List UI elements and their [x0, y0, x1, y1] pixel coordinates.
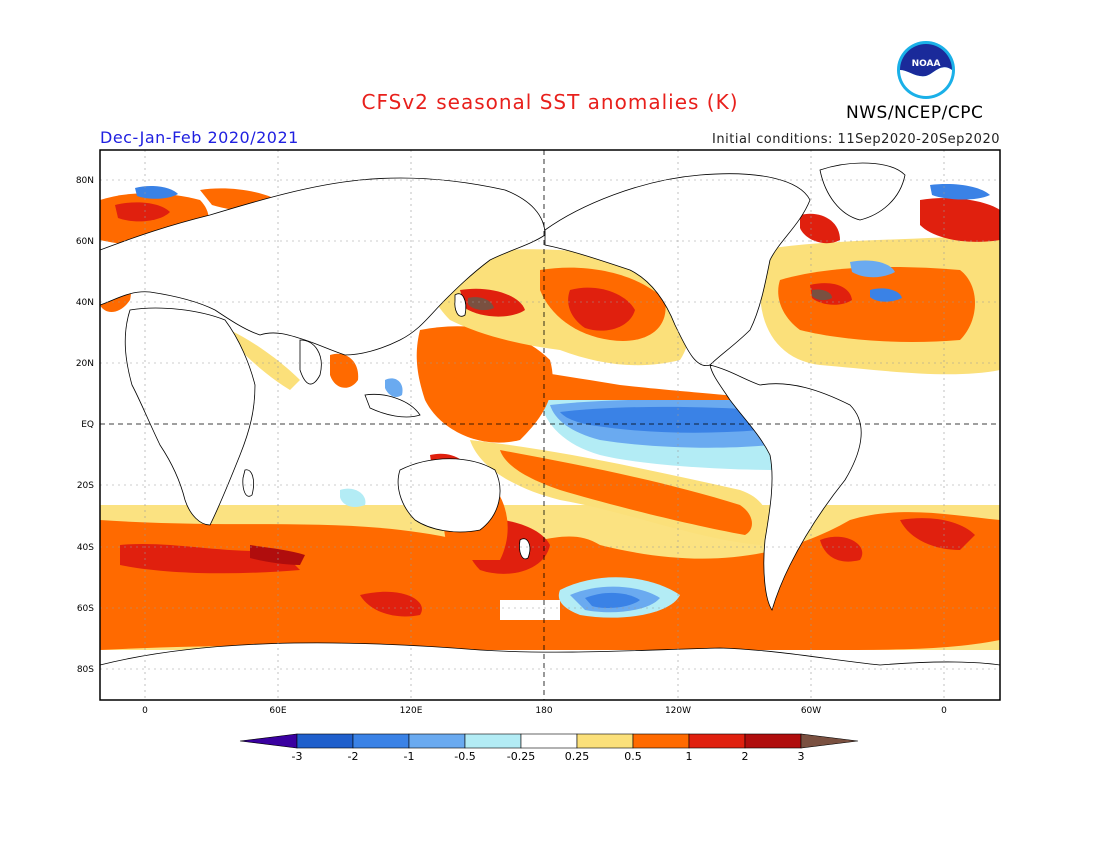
land — [100, 162, 1000, 700]
lon-label: 120W — [665, 706, 691, 716]
latitude-labels: 80N 60N 40N 20N EQ 20S 40S 60S 80S — [76, 176, 94, 675]
colorbar-label: 1 — [686, 750, 693, 763]
colorbar-label: -2 — [348, 750, 359, 763]
lat-label: 60S — [77, 604, 94, 614]
longitude-labels: 0 60E 120E 180 120W 60W 0 — [142, 706, 947, 716]
colorbar-label: -0.5 — [454, 750, 475, 763]
lat-label: 40S — [77, 543, 94, 553]
colorbar-swatch — [688, 733, 746, 749]
agency-label: NWS/NCEP/CPC — [846, 103, 984, 123]
colorbar-label: -1 — [404, 750, 415, 763]
anomaly-field — [100, 150, 1000, 700]
colorbar-label: 3 — [798, 750, 805, 763]
lon-label: 60W — [801, 706, 821, 716]
lon-label: 180 — [535, 706, 552, 716]
lon-label: 0 — [142, 706, 148, 716]
lat-label: 80S — [77, 665, 94, 675]
colorbar-swatch — [632, 733, 690, 749]
graticule — [100, 150, 1000, 700]
lon-label: 120E — [400, 706, 423, 716]
season-label: Dec-Jan-Feb 2020/2021 — [100, 128, 299, 147]
colorbar-swatch — [744, 733, 802, 749]
map-title: CFSv2 seasonal SST anomalies (K) — [361, 90, 739, 114]
colorbar-swatch — [576, 733, 634, 749]
lat-label: 60N — [76, 237, 94, 247]
initial-conditions-label: Initial conditions: 11Sep2020-20Sep2020 — [712, 132, 1000, 147]
lat-label: 40N — [76, 298, 94, 308]
colorbar-label: -0.25 — [507, 750, 535, 763]
colorbar-label: -3 — [292, 750, 303, 763]
colorbar-swatch — [408, 733, 466, 749]
colorbar-swatch — [520, 733, 578, 749]
colorbar-swatch — [464, 733, 522, 749]
lat-label: 20N — [76, 359, 94, 369]
colorbar-label: 2 — [742, 750, 749, 763]
colorbar-label: 0.5 — [624, 750, 642, 763]
lon-label: 0 — [941, 706, 947, 716]
colorbar-label: 0.25 — [565, 750, 590, 763]
lat-label: 80N — [76, 176, 94, 186]
map-frame — [99, 149, 1001, 701]
logo-text: NOAA — [912, 59, 941, 69]
colorbar-arrow-low — [239, 733, 298, 749]
colorbar-swatch — [352, 733, 410, 749]
lat-label: EQ — [81, 420, 94, 430]
lon-label: 60E — [269, 706, 286, 716]
colorbar: -3 -2 -1 -0.5 -0.25 0.25 0.5 1 2 3 — [239, 733, 859, 763]
lat-label: 20S — [77, 481, 94, 491]
colorbar-swatch — [296, 733, 354, 749]
noaa-logo: NOAA — [897, 41, 955, 99]
colorbar-arrow-high — [800, 733, 859, 749]
